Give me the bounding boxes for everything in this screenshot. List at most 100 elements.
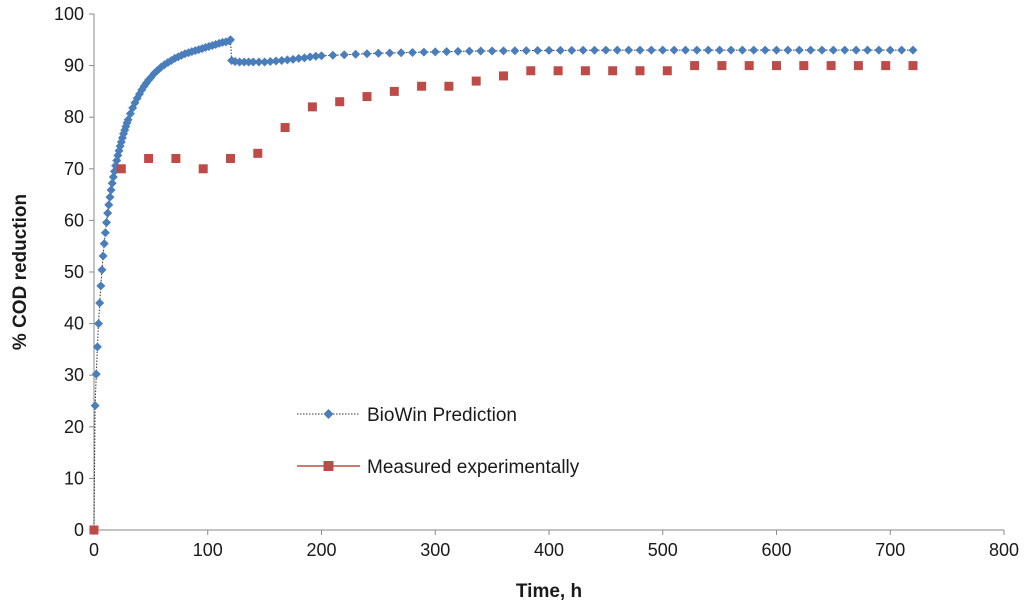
data-point	[799, 61, 809, 71]
data-point	[102, 217, 112, 227]
data-point	[98, 251, 108, 261]
data-point	[226, 35, 235, 45]
data-point	[103, 208, 113, 218]
data-point	[96, 281, 106, 291]
data-point	[265, 56, 275, 66]
data-point	[90, 401, 100, 411]
data-point	[885, 45, 895, 55]
y-tick-label: 60	[64, 210, 84, 230]
legend-label: Measured experimentally	[367, 457, 580, 478]
data-point	[307, 102, 317, 112]
data-point	[703, 45, 713, 55]
data-point	[553, 66, 563, 76]
data-point	[89, 525, 99, 535]
data-point	[817, 45, 827, 55]
data-point	[806, 45, 816, 55]
data-point	[881, 61, 891, 71]
data-point	[658, 45, 668, 55]
data-point	[108, 172, 118, 182]
data-point	[106, 185, 116, 195]
data-point	[253, 148, 263, 158]
data-point	[580, 66, 590, 76]
data-point	[305, 52, 315, 62]
data-point	[794, 45, 804, 55]
data-point	[317, 51, 326, 61]
data-point	[294, 53, 304, 63]
data-point	[908, 45, 918, 55]
data-point	[419, 47, 429, 57]
data-point	[311, 51, 321, 61]
x-axis-title: Time, h	[516, 581, 582, 602]
data-point	[105, 192, 115, 202]
legend-entry-1: BioWin Prediction	[297, 405, 517, 426]
data-point	[669, 45, 679, 55]
data-point	[555, 45, 565, 55]
data-point	[853, 61, 863, 71]
data-point	[646, 45, 656, 55]
data-point	[897, 45, 907, 55]
data-point	[362, 92, 372, 102]
data-point	[92, 342, 102, 352]
data-point	[271, 56, 281, 66]
data-point	[744, 61, 754, 71]
data-point	[116, 164, 126, 174]
x-tick-label: 600	[761, 540, 791, 560]
data-point	[121, 121, 131, 131]
data-point	[874, 45, 884, 55]
legend-label: BioWin Prediction	[367, 405, 517, 426]
data-point	[282, 55, 292, 65]
data-point	[612, 45, 622, 55]
data-point	[351, 49, 361, 59]
data-point	[109, 166, 119, 176]
data-point	[635, 66, 645, 76]
data-point	[385, 48, 395, 58]
y-tick-label: 20	[64, 417, 84, 437]
data-point	[471, 76, 481, 86]
data-point	[828, 45, 838, 55]
data-point	[726, 45, 736, 55]
data-point	[362, 49, 372, 59]
data-point	[389, 86, 399, 96]
data-point	[662, 66, 672, 76]
data-point	[260, 57, 270, 67]
data-point	[254, 57, 264, 67]
data-point	[737, 45, 747, 55]
y-tick-label: 0	[74, 520, 84, 540]
data-point	[248, 57, 258, 67]
data-point	[499, 71, 508, 81]
data-point	[772, 45, 781, 55]
x-tick-label: 800	[989, 540, 1019, 560]
data-point	[717, 61, 727, 71]
data-point	[476, 46, 486, 56]
data-point	[442, 47, 452, 57]
data-point	[288, 54, 298, 64]
data-point	[408, 47, 417, 57]
data-point	[339, 50, 349, 60]
data-point	[544, 45, 554, 55]
x-tick-label: 700	[875, 540, 905, 560]
data-point	[396, 48, 406, 58]
data-point	[99, 239, 109, 249]
y-tick-label: 70	[64, 159, 84, 179]
data-point	[104, 200, 114, 210]
data-point	[624, 45, 634, 55]
data-point	[280, 123, 290, 133]
data-point	[453, 46, 463, 56]
data-point	[91, 369, 101, 379]
data-point	[235, 57, 245, 67]
data-point	[692, 45, 702, 55]
x-tick-label: 200	[306, 540, 336, 560]
y-tick-label: 90	[64, 56, 84, 76]
data-point	[299, 53, 309, 63]
data-point	[277, 55, 287, 65]
x-tick-label: 0	[89, 540, 99, 560]
data-point	[239, 57, 249, 67]
data-point	[335, 97, 345, 107]
data-point	[783, 45, 793, 55]
data-point	[94, 319, 104, 329]
data-point	[526, 66, 536, 76]
data-point	[244, 57, 254, 67]
data-point	[826, 61, 836, 71]
data-point	[601, 45, 611, 55]
x-tick-label: 300	[420, 540, 450, 560]
